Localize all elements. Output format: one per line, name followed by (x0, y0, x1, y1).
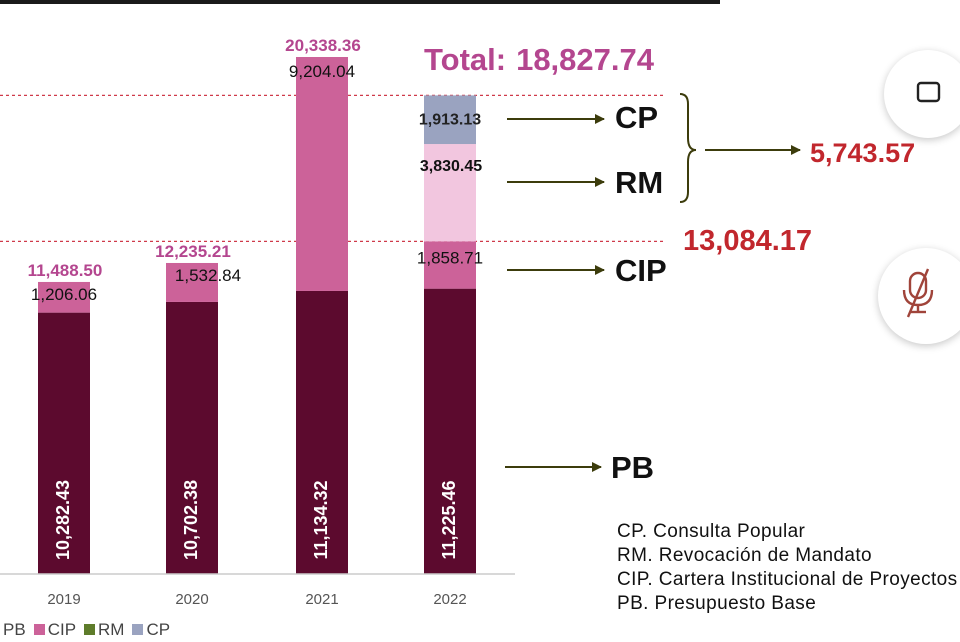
bar-cip-2020 (166, 262, 218, 302)
glossary-rm: RM. Revocación de Mandato (617, 545, 873, 566)
bar-pb-2020 (166, 301, 218, 574)
bar-pb-2022 (424, 288, 476, 574)
mic-off-icon (902, 268, 934, 318)
bar-cp-2022 (424, 95, 476, 145)
x-tick-label: 2020 (175, 591, 208, 608)
glossary: CP. Consulta Popular RM. Revocación de M… (617, 520, 960, 616)
x-tick-label: 2022 (433, 591, 466, 608)
callout-rm: RM (615, 165, 664, 200)
pb-value-label: 11,225.46 (439, 480, 459, 559)
total-value-label: 11,488.50 (28, 261, 103, 280)
mute-mic-button[interactable] (878, 248, 960, 344)
bracket-sum-value: 5,743.57 (810, 138, 916, 168)
cip-value-label: 1,532.84 (175, 266, 241, 285)
total-value-label: 12,235.21 (155, 242, 231, 261)
legend-label-cp: CP (146, 620, 171, 639)
bar-rm-2022 (424, 144, 476, 242)
x-tick-label: 2021 (305, 591, 338, 608)
legend-item-cp: CP (132, 620, 170, 640)
bar-pb-2021 (296, 290, 348, 574)
legend-label-cip: CIP (47, 620, 77, 639)
pb-value-label: 10,702.38 (181, 480, 201, 560)
pb-value-label: 11,134.32 (311, 480, 331, 559)
bar-cip-2022 (424, 241, 476, 289)
floating-window-button[interactable] (884, 50, 960, 138)
bar-cip-2019 (38, 281, 90, 313)
legend-label-pb: PB (3, 620, 26, 639)
bar-cip-2021 (296, 57, 348, 291)
legend-swatch-rm (84, 624, 96, 635)
cip-value-label: 1,206.06 (31, 285, 97, 304)
legend-swatch-cip (33, 624, 45, 635)
legend-item-cip: CIP (33, 620, 77, 640)
rm-value-label: 3,830.45 (420, 158, 482, 175)
pb-value-label: 10,282.43 (53, 480, 73, 560)
legend-label-rm: RM (98, 620, 125, 639)
cp-value-label: 1,913.13 (419, 112, 481, 129)
glossary-cip: CIP. Cartera Institucional de Proyectos (617, 569, 958, 590)
bar-pb-2019 (38, 312, 90, 574)
total-value-label: 20,338.36 (285, 36, 361, 55)
bracket-brace (679, 93, 697, 203)
total-value: 18,827.74 (516, 42, 654, 77)
reference-value: 13,084.17 (683, 225, 813, 257)
square-icon (916, 81, 941, 103)
glossary-cp: CP. Consulta Popular (617, 521, 806, 542)
callout-pb: PB (611, 450, 655, 485)
legend-swatch-cp (132, 624, 144, 635)
chart-legend: PB CIP RM CP (0, 620, 220, 642)
x-tick-label: 2019 (47, 591, 80, 608)
total-label: Total: 18,827.74 (424, 42, 654, 78)
total-label-text: Total: (424, 42, 507, 77)
legend-item-rm: RM (84, 620, 124, 640)
legend-item-pb: PB (0, 620, 26, 640)
callout-cip: CIP (615, 253, 667, 288)
cip-value-label: 1,858.71 (417, 248, 483, 267)
callout-cp: CP (615, 100, 659, 135)
glossary-pb: PB. Presupuesto Base (617, 593, 817, 614)
top-border-bar (0, 0, 720, 4)
cip-value-label: 9,204.04 (289, 62, 355, 81)
